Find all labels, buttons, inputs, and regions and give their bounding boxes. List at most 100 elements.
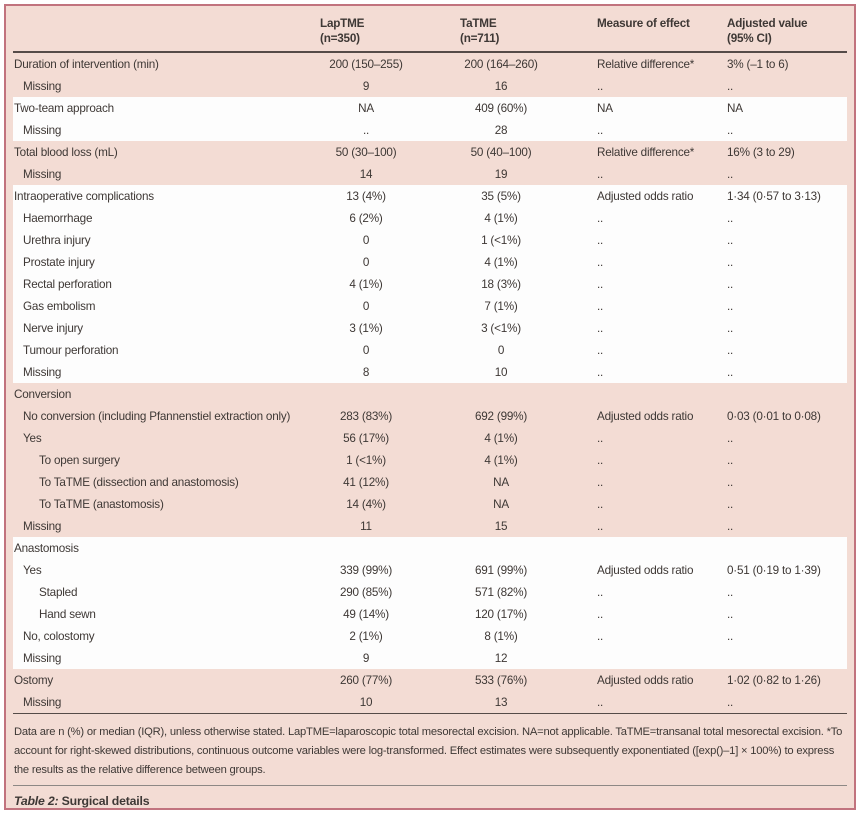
measure-of-effect-value: .. [597,695,604,709]
tatme-value: 12 [494,651,508,665]
header-laptme-n: (n=350) [320,32,360,45]
table-row: Rectal perforation 4 (1%) 18 (3%).... [13,273,847,295]
adjusted-value: .. [727,497,734,511]
table-row: To TaTME (dissection and anastomosis) 41 … [13,471,847,493]
laptme-value: 11 [360,519,372,533]
header-tatme-n: (n=711) [460,32,500,45]
table-row: Missing 11 15.... [13,515,847,537]
measure-of-effect-value: .. [597,497,604,511]
row-label: Gas embolism [23,299,96,313]
tatme-value: 8 (1%) [484,629,518,643]
footnote-abbreviations: Data are n (%) or median (IQR), unless o… [14,726,824,738]
laptme-value: 1 (<1%) [346,453,386,467]
measure-of-effect-value: .. [597,365,604,379]
table-row: Yes 56 (17%) 4 (1%).... [13,427,847,449]
tatme-value: 120 (17%) [474,607,528,621]
measure-of-effect-value: Relative difference* [597,145,695,159]
laptme-value: 3 (1%) [349,321,383,335]
measure-of-effect-value: .. [597,211,604,225]
table-row: Nerve injury 3 (1%) 3 (<1%).... [13,317,847,339]
adjusted-value: .. [727,431,734,445]
table-section: Two-team approach NA 409 (60%) NA NA Missing.… [13,97,847,141]
row-label: Missing [23,123,62,137]
adjusted-value: 1·02 (0·82 to 1·26) [727,673,821,687]
laptme-value: .. [362,123,370,137]
adjusted-value: .. [727,343,734,357]
table-row: Two-team approach NA 409 (60%) NA NA [13,97,847,119]
table-row: Prostate injury 0 4 (1%).... [13,251,847,273]
header-tatme: TaTME (n=711) [436,16,566,46]
table-row: Missing 14 19.... [13,163,847,185]
row-label: Missing [23,79,62,93]
header-measure-of-effect: Measure of effect [566,16,698,46]
laptme-value: 0 [362,343,370,357]
table-row: Gas embolism 0 7 (1%).... [13,295,847,317]
row-label: Yes [23,431,42,445]
tatme-value: 409 (60%) [474,101,528,115]
tatme-value: 200 (164–260) [464,57,538,71]
laptme-value: 6 (2%) [349,211,383,225]
adjusted-value: .. [727,695,734,709]
adjusted-value: .. [727,585,734,599]
row-label: To TaTME (dissection and anastomosis) [39,475,239,489]
adjusted-value: .. [727,211,734,225]
measure-of-effect-value: NA [597,101,613,115]
table-caption: Table 2: Surgical details [13,786,847,808]
table-row: Missing.. 28.... [13,119,847,141]
table-row: No, colostomy 2 (1%) 8 (1%).... [13,625,847,647]
adjusted-value: .. [727,277,734,291]
table-row: Conversion [13,383,847,405]
row-label: Prostate injury [23,255,95,269]
row-label: No conversion (including Pfannenstiel ex… [23,409,291,423]
row-label: Stapled [39,585,78,599]
laptme-value: 10 [359,695,373,709]
tatme-value: 10 [494,365,508,379]
adjusted-value: .. [727,607,734,621]
laptme-value: 290 (85%) [339,585,393,599]
table-row: Yes 339 (99%) 691 (99%) Adjusted odds ratio… [13,559,847,581]
table-header: LapTME (n=350) TaTME (n=711) Measure of … [13,6,847,53]
table-row: Missing 9 12 [13,647,847,669]
row-label: Urethra injury [23,233,91,247]
adjusted-value: 0·51 (0·19 to 1·39) [727,563,821,577]
measure-of-effect-value: .. [597,607,604,621]
measure-of-effect-value: .. [597,431,604,445]
adjusted-value: NA [727,101,743,115]
laptme-value: NA [358,101,374,115]
table-row: Anastomosis [13,537,847,559]
table-row: Intraoperative complications 13 (4%) 35 (5… [13,185,847,207]
measure-of-effect-value: .. [597,167,604,181]
surgical-details-table: LapTME (n=350) TaTME (n=711) Measure of … [4,4,856,810]
row-label: No, colostomy [23,629,95,643]
table-section: Intraoperative complications 13 (4%) 35 (5… [13,185,847,383]
row-label: Ostomy [14,673,54,687]
tatme-value: 13 [494,695,508,709]
tatme-value: 0 [497,343,505,357]
measure-of-effect-value: .. [597,277,604,291]
laptme-value: 260 (77%) [339,673,393,687]
measure-of-effect-value: .. [597,321,604,335]
row-label: Missing [23,365,62,379]
tatme-value: 50 (40–100) [470,145,532,159]
measure-of-effect-value: Adjusted odds ratio [597,189,694,203]
row-label: Missing [23,651,62,665]
header-tatme-label: TaTME [460,17,497,30]
measure-of-effect-value: Adjusted odds ratio [597,563,694,577]
measure-of-effect-value: Relative difference* [597,57,695,71]
table-row: To open surgery 1 (<1%) 4 (1%).... [13,449,847,471]
tatme-value: 19 [494,167,508,181]
table-row: Urethra injury 0 1 (<1%).... [13,229,847,251]
adjusted-value: .. [727,629,734,643]
laptme-value: 56 (17%) [343,431,389,445]
tatme-value: NA [493,475,509,489]
measure-of-effect-value: .. [597,453,604,467]
row-label: To TaTME (anastomosis) [39,497,164,511]
adjusted-value: .. [727,365,734,379]
table-section: Ostomy 260 (77%) 533 (76%) Adjusted odds ra… [13,669,847,713]
measure-of-effect-value: .. [597,585,604,599]
row-label: Duration of intervention (min) [14,57,159,71]
adjusted-value: .. [727,167,734,181]
measure-of-effect-value: .. [597,299,604,313]
laptme-value: 9 [362,79,370,93]
tatme-value: 15 [494,519,508,533]
